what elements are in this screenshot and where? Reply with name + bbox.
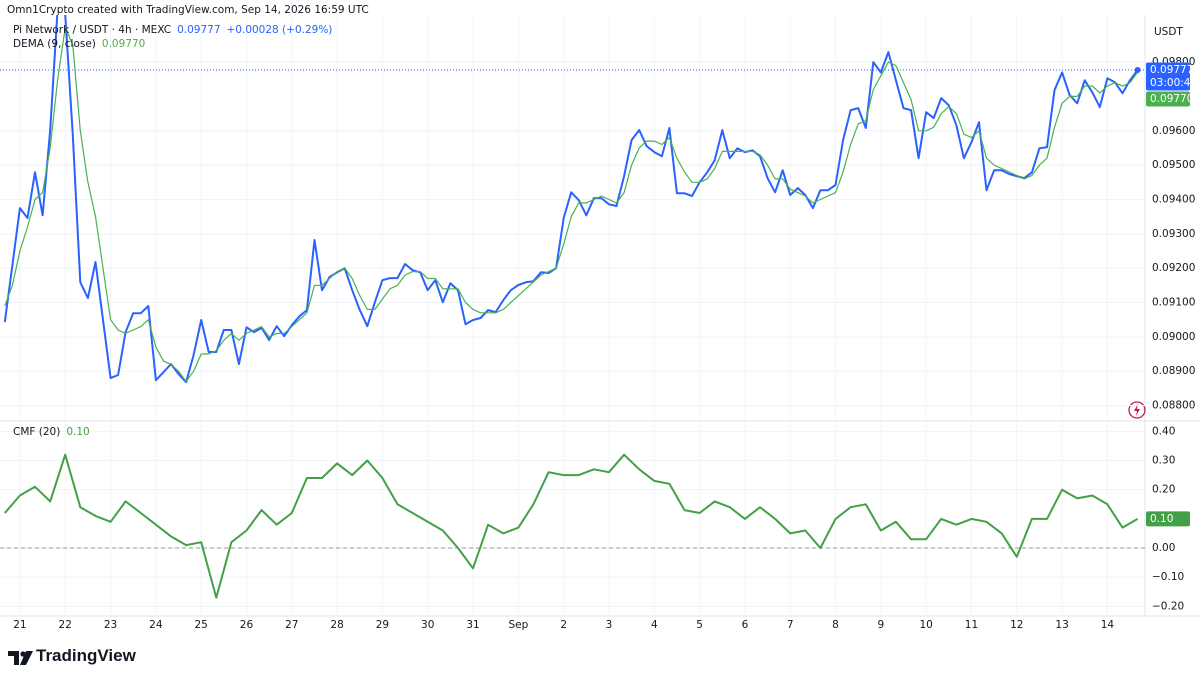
x-tick-label: 31	[466, 619, 479, 631]
x-tick-label: 29	[376, 619, 389, 631]
last-price: 0.09777	[177, 24, 221, 36]
x-tick-label: 3	[606, 619, 613, 631]
x-tick-label: 7	[787, 619, 794, 631]
x-tick-label: 2	[560, 619, 567, 631]
symbol-title: Pi Network / USDT · 4h · MEXC	[13, 24, 172, 36]
indicator-name: CMF (20)	[13, 426, 61, 438]
pane: 0.09800 0.09600 0.09500 0.09400 0.09300 0.092…	[0, 15, 1197, 420]
x-tick-label: 24	[149, 619, 163, 631]
last-point	[1134, 66, 1141, 73]
x-tick-label: 26	[240, 619, 254, 631]
y-tick-label: 0.00	[1152, 542, 1175, 554]
price-change: +0.00028 (+0.29%)	[226, 24, 333, 36]
y-tick-label: 0.09400	[1152, 193, 1195, 205]
indicator-value: 0.10	[66, 426, 90, 438]
x-tick-label: 9	[877, 619, 884, 631]
y-tick-label: 0.09200	[1152, 262, 1195, 274]
price-label: 0.10	[1150, 513, 1173, 525]
y-tick-label: 0.09100	[1152, 297, 1195, 309]
x-tick-label: 13	[1055, 619, 1068, 631]
x-tick-label: 10	[919, 619, 932, 631]
brand-name: TradingView	[36, 646, 136, 665]
x-tick-label: 25	[194, 619, 207, 631]
price-label-box	[1146, 91, 1190, 107]
y-tick-label: 0.08800	[1152, 400, 1195, 412]
y-tick-label: 0.09500	[1152, 159, 1195, 171]
countdown-label: 03:00:48	[1150, 77, 1197, 89]
y-tick-label: 0.09600	[1152, 125, 1195, 137]
price-label: 0.09770	[1150, 93, 1193, 105]
x-tick-label: 5	[696, 619, 703, 631]
x-tick-label: 6	[742, 619, 749, 631]
dema-legend: DEMA (9, close) 0.09770	[13, 37, 151, 51]
series-line	[3, 15, 1139, 384]
series-line	[4, 27, 1139, 383]
x-tick-label: 27	[285, 619, 298, 631]
y-tick-label: 0.09300	[1152, 228, 1195, 240]
x-tick-label: 4	[651, 619, 658, 631]
x-tick-label: 12	[1010, 619, 1023, 631]
y-tick-label: 0.40	[1152, 425, 1175, 437]
x-tick-label: 23	[104, 619, 117, 631]
x-tick-label: 11	[965, 619, 978, 631]
y-tick-label: 0.08900	[1152, 365, 1195, 377]
y-tick-label: 0.09000	[1152, 331, 1195, 343]
series-line	[4, 453, 1139, 599]
currency-label: USDT	[1154, 26, 1183, 38]
alert-icon[interactable]	[1128, 401, 1146, 419]
y-tick-label: 0.30	[1152, 455, 1175, 467]
brand-logo	[8, 651, 33, 665]
cmf-legend: CMF (20) 0.10	[13, 425, 96, 439]
x-tick-label: 21	[13, 619, 26, 631]
indicator-name: DEMA (9, close)	[13, 38, 96, 50]
attribution: Omn1Crypto created with TradingView.com,…	[7, 4, 369, 16]
x-tick-label: Sep	[508, 619, 528, 631]
price-legend: Pi Network / USDT · 4h · MEXC 0.09777 +0.0…	[13, 23, 338, 37]
x-tick-label: 8	[832, 619, 839, 631]
indicator-value: 0.09770	[101, 38, 146, 50]
x-tick-label: 28	[330, 619, 343, 631]
x-tick-label: 30	[421, 619, 434, 631]
price-label: 0.09777	[1150, 64, 1193, 76]
x-tick-label: 14	[1101, 619, 1115, 631]
y-tick-label: −0.20	[1152, 600, 1184, 612]
price-label-box	[1146, 511, 1190, 527]
y-tick-label: −0.10	[1152, 571, 1184, 583]
y-tick-label: 0.20	[1152, 484, 1175, 496]
price-label-box	[1146, 62, 1190, 91]
y-tick-label: 0.09800	[1152, 56, 1195, 68]
x-tick-label: 22	[59, 619, 72, 631]
